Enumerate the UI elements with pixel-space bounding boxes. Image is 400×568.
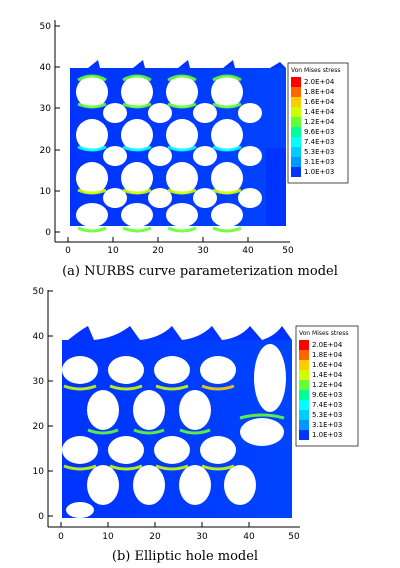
- legend-level: 9.6E+03: [312, 391, 342, 399]
- x-tick-label: 50: [288, 532, 300, 542]
- y-tick-label: 50: [40, 22, 52, 32]
- legend-title: Von Mises stress: [291, 67, 340, 74]
- panel-b-y-tick-labels: 0 10 20 30 40 50: [33, 287, 45, 522]
- panel-a-stress-field: [70, 60, 286, 233]
- panel-b-stress-field: [62, 326, 292, 518]
- legend-level: 3.1E+03: [304, 158, 334, 166]
- x-tick-label: 0: [58, 532, 64, 542]
- panel-b-caption: (b) Elliptic hole model: [112, 549, 258, 564]
- legend-level: 1.2E+04: [304, 118, 335, 126]
- y-tick-label: 30: [33, 377, 45, 387]
- legend-level: 5.3E+03: [312, 411, 342, 419]
- legend-level: 7.4E+03: [304, 138, 334, 146]
- x-tick-label: 20: [149, 532, 161, 542]
- legend-level: 3.1E+03: [312, 421, 342, 429]
- y-tick-label: 10: [40, 187, 52, 197]
- legend-title: Von Mises stress: [299, 330, 348, 337]
- panel-a-legend: Von Mises stress 2.0E+04 1.8E+04 1.6E+04…: [287, 62, 349, 184]
- legend-level: 1.8E+04: [312, 351, 343, 359]
- panel-a-axes: [54, 20, 290, 243]
- y-tick-label: 20: [40, 146, 52, 156]
- x-tick-label: 0: [65, 246, 71, 256]
- y-tick-label: 0: [38, 512, 44, 522]
- y-tick-label: 40: [40, 63, 52, 73]
- y-tick-label: 30: [40, 104, 52, 114]
- y-tick-label: 10: [33, 467, 45, 477]
- panel-b-legend: Von Mises stress 2.0E+04 1.8E+04 1.6E+04…: [295, 325, 359, 447]
- legend-level: 1.2E+04: [312, 381, 343, 389]
- panel-b-x-tick-labels: 0 10 20 30 40 50: [58, 532, 300, 542]
- panel-b-axes: [47, 290, 300, 528]
- x-tick-label: 30: [196, 532, 208, 542]
- x-tick-label: 10: [107, 246, 119, 256]
- legend-level: 5.3E+03: [304, 148, 334, 156]
- legend-level: 9.6E+03: [304, 128, 334, 136]
- x-tick-label: 50: [282, 246, 294, 256]
- panel-a: 0 10 20 30 40 50 0 10 20 30 40 50: [40, 20, 349, 279]
- legend-level: 2.0E+04: [304, 78, 335, 86]
- legend-level: 1.4E+04: [312, 371, 343, 379]
- legend-level: 1.0E+03: [312, 431, 342, 439]
- panel-b: 0 10 20 30 40 50 0 10 20 30 40 50: [33, 287, 359, 564]
- legend-level: 1.0E+03: [304, 168, 334, 176]
- legend-level: 7.4E+03: [312, 401, 342, 409]
- panel-a-x-tick-labels: 0 10 20 30 40 50: [65, 246, 294, 256]
- y-tick-label: 20: [33, 422, 45, 432]
- x-tick-label: 20: [152, 246, 164, 256]
- x-tick-label: 40: [243, 532, 255, 542]
- x-tick-label: 30: [197, 246, 209, 256]
- x-tick-label: 10: [102, 532, 114, 542]
- x-tick-label: 40: [242, 246, 254, 256]
- y-tick-label: 40: [33, 332, 45, 342]
- panel-a-y-tick-labels: 0 10 20 30 40 50: [40, 22, 52, 238]
- legend-level: 1.6E+04: [312, 361, 343, 369]
- legend-level: 1.8E+04: [304, 88, 335, 96]
- legend-level: 1.6E+04: [304, 98, 335, 106]
- panel-a-caption: (a) NURBS curve parameterization model: [62, 264, 338, 279]
- y-tick-label: 50: [33, 287, 45, 297]
- legend-level: 1.4E+04: [304, 108, 335, 116]
- legend-level: 2.0E+04: [312, 341, 343, 349]
- y-tick-label: 0: [45, 228, 51, 238]
